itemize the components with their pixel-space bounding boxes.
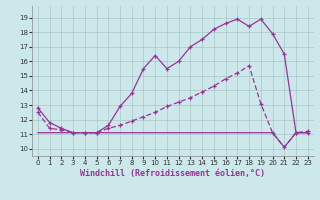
X-axis label: Windchill (Refroidissement éolien,°C): Windchill (Refroidissement éolien,°C) <box>80 169 265 178</box>
